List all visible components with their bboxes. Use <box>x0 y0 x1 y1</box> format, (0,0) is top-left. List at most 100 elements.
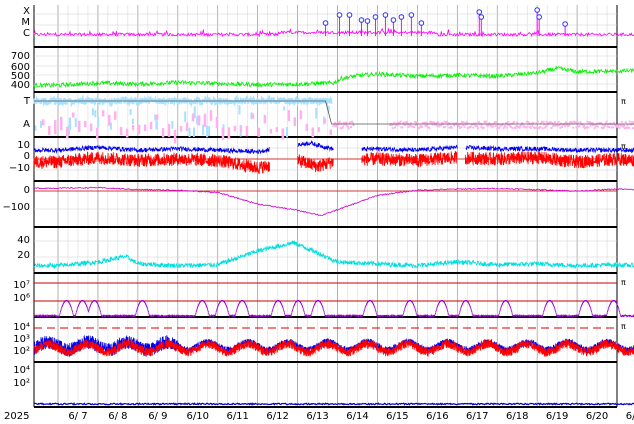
electron-flux-point <box>325 314 327 317</box>
sector-scatter <box>238 105 241 115</box>
electron-flux-point <box>144 302 146 304</box>
electron-flux-point <box>469 304 471 307</box>
sector-away-scatter <box>311 127 315 138</box>
sector-scatter <box>154 114 157 121</box>
xray-class-tick-label: C <box>23 28 30 39</box>
electron-flux-point <box>134 315 136 318</box>
electron-flux-point <box>457 315 459 317</box>
electron-flux-point <box>303 311 305 313</box>
electron-flux-point <box>115 314 117 316</box>
electron-flux-point <box>72 314 74 316</box>
sector-away-scatter <box>275 127 279 132</box>
electron-flux-point <box>568 314 570 316</box>
electron-flux-point <box>308 315 310 318</box>
electron-flux-point <box>347 315 349 318</box>
electron-flux-point <box>121 315 123 318</box>
electron-flux-point <box>280 303 282 305</box>
electron-flux-point <box>283 309 285 311</box>
electron-flux-point <box>365 304 367 307</box>
sector-away-scatter <box>155 114 159 120</box>
electron-flux-point <box>446 308 448 310</box>
electron-flux-point <box>519 314 521 316</box>
sector-transition-line <box>34 100 634 125</box>
electron-flux-point <box>282 305 284 308</box>
electron-flux-point <box>46 315 48 317</box>
electron-flux-point <box>553 305 555 308</box>
flare-marker <box>418 20 425 26</box>
electron-flux-point <box>357 315 359 317</box>
electron-flux-point <box>605 315 607 317</box>
electron-flux-point <box>581 304 583 307</box>
electron-flux-point <box>577 315 579 317</box>
electron-flux-point <box>41 315 43 317</box>
electron-flux-point <box>162 315 164 317</box>
electron-flux-point <box>63 302 65 304</box>
electron-flux-point <box>494 314 496 316</box>
electron-flux-point <box>470 307 472 309</box>
electron-flux-point <box>588 303 590 305</box>
electron-flux-point <box>290 314 292 316</box>
sector-away-scatter <box>227 127 231 139</box>
electron-flux-point <box>271 311 273 313</box>
electron-flux-point <box>565 315 567 317</box>
electron-flux-point <box>218 304 220 306</box>
electron-flux-point <box>414 309 416 311</box>
electron-flux-point <box>313 304 315 306</box>
electron-flux-point <box>353 315 355 317</box>
electron-flux-point <box>208 314 210 316</box>
electron-flux-point <box>402 314 404 316</box>
electron-flux-point <box>377 315 379 318</box>
xray-class-tick-label: M <box>21 17 30 28</box>
sector-away-scatter <box>323 118 327 124</box>
electron-flux-point <box>207 309 209 311</box>
electron-flux-point <box>501 304 503 306</box>
electron-flux-point <box>291 311 293 313</box>
electron-flux-point <box>157 315 159 318</box>
electron-flux-point <box>545 303 547 305</box>
sector-away-scatter <box>197 115 201 126</box>
sector-polarity-tick-label: A <box>23 119 30 130</box>
electron-flux-point <box>435 309 437 311</box>
electron-flux-point <box>494 315 496 318</box>
electron-flux-point <box>106 315 108 317</box>
electron-flux-point <box>262 315 264 318</box>
electron-flux-point <box>228 314 230 316</box>
electron-flux-point <box>608 305 610 308</box>
sector-away-scatter <box>48 125 51 135</box>
electron-flux-point <box>244 302 246 304</box>
electron-flux-point <box>351 315 353 317</box>
electron-flux-point <box>386 314 388 316</box>
electron-flux-point <box>437 304 439 307</box>
electron-flux-point <box>587 302 589 304</box>
electron-flux-point <box>311 311 313 313</box>
electron-flux-point <box>400 314 402 316</box>
electron-flux-point <box>85 304 87 306</box>
electron-flux-point <box>510 307 512 309</box>
electron-flux-point <box>288 315 290 317</box>
electron-flux-point <box>396 315 398 317</box>
sector-scatter <box>74 117 77 128</box>
electron-flux-point <box>342 315 344 318</box>
electron-flux-point <box>287 314 289 317</box>
electron-flux-tick-label: 10⁶ <box>13 293 30 304</box>
electron-flux-point <box>34 315 36 317</box>
electron-flux-point <box>595 314 597 316</box>
electron-flux-point <box>415 312 417 314</box>
sector-scatter <box>286 127 289 138</box>
electron-flux-point <box>581 304 583 306</box>
electron-flux-point <box>587 301 589 303</box>
electron-flux-point <box>478 314 480 316</box>
electron-flux-point <box>616 304 618 306</box>
electron-flux-point <box>291 312 293 314</box>
sector-scatter <box>184 111 187 123</box>
electron-flux-point <box>186 315 188 318</box>
electron-flux-point <box>234 314 236 316</box>
electron-flux-point <box>100 312 102 314</box>
electron-flux-point <box>508 302 510 304</box>
flare-marker <box>322 20 329 26</box>
electron-flux-point <box>75 314 77 316</box>
electron-flux-point <box>89 305 91 308</box>
electron-flux-point <box>294 303 296 305</box>
electron-flux-point <box>438 302 440 304</box>
electron-flux-point <box>314 303 316 305</box>
